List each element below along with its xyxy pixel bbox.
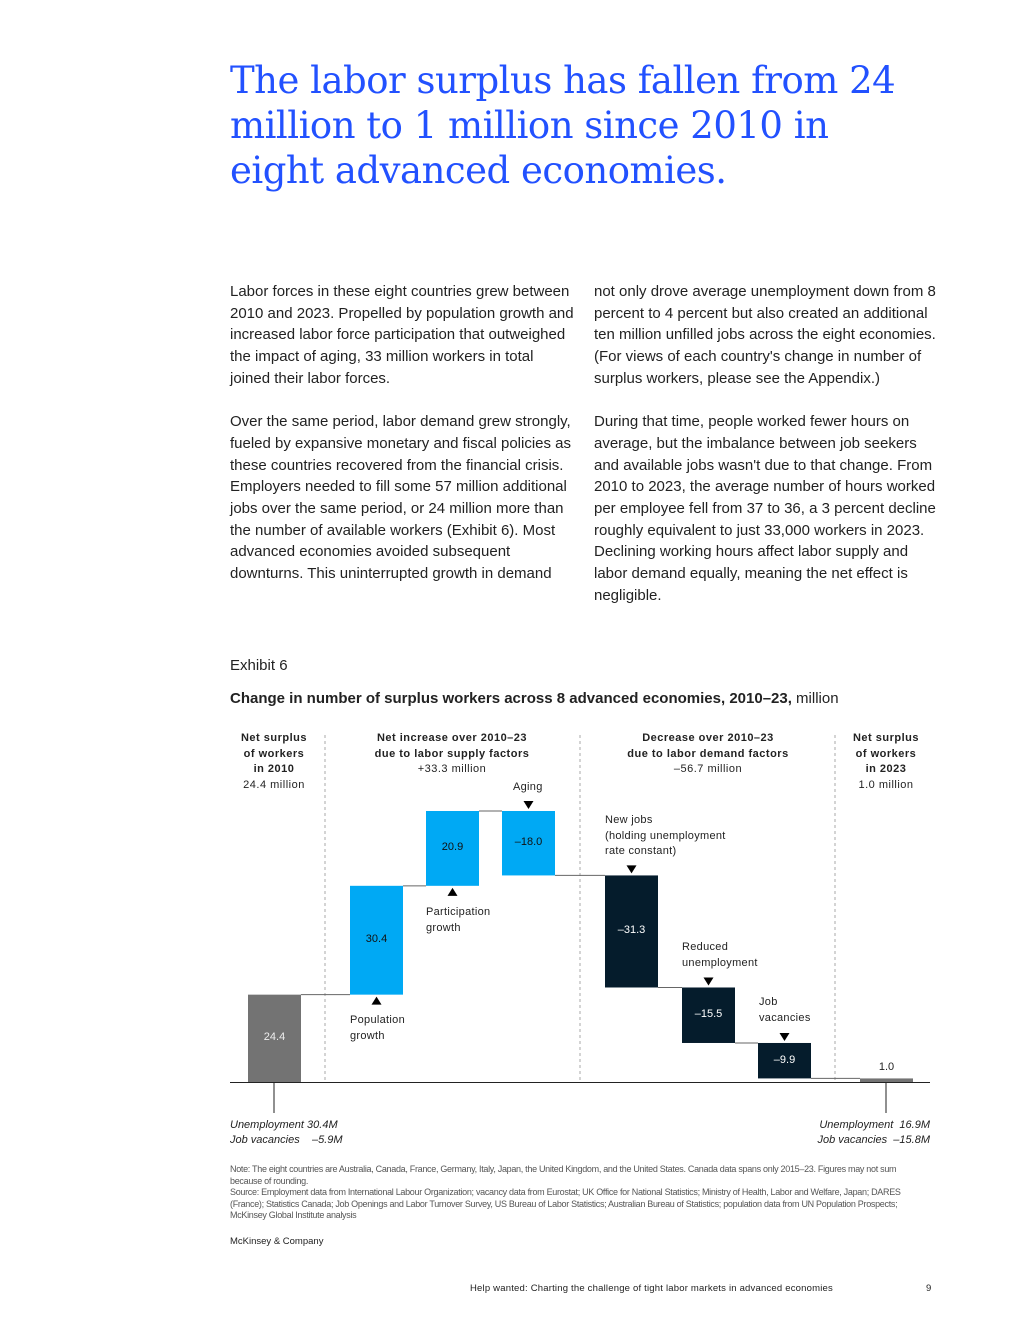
bar-0 — [248, 994, 301, 1082]
header-value: –56.7 million — [673, 763, 743, 775]
header-supply: Net increase over 2010–23 due to labor s… — [332, 731, 572, 778]
footer-title: Help wanted: Charting the challenge of t… — [470, 1283, 833, 1294]
header-line: Net surplus — [852, 732, 919, 744]
header-line: of workers — [855, 747, 917, 760]
header-line: in 2023 — [865, 763, 907, 775]
brand-logo-text: McKinsey & Company — [230, 1236, 324, 1247]
chart-notes: Note: The eight countries are Australia,… — [230, 1164, 920, 1222]
bar-value-label: 30.4 — [365, 933, 388, 946]
bar-3 — [502, 810, 555, 876]
header-demand: Decrease over 2010–23 due to labor deman… — [588, 731, 828, 778]
annotation-aging: Aging — [513, 781, 543, 793]
annotation-population: Population growth — [350, 1014, 405, 1042]
header-value: 1.0 million — [858, 778, 914, 791]
header-line: Decrease over 2010–23 — [642, 732, 774, 744]
chart-title-main: Change in number of surplus workers acro… — [230, 690, 792, 707]
arrow-down-icon — [703, 977, 714, 986]
header-line: in 2010 — [253, 763, 295, 775]
paragraph: During that time, people worked fewer ho… — [594, 413, 936, 604]
chart-title: Change in number of surplus workers acro… — [230, 690, 839, 707]
bar-value-label: –9.9 — [773, 1053, 796, 1066]
header-line: Net surplus — [240, 732, 307, 744]
header-line: of workers — [243, 747, 305, 760]
annotation-reduced-unemployment: Reduced unemployment — [682, 941, 758, 969]
body-column-left: Labor forces in these eight countries gr… — [230, 281, 575, 607]
source-text: Source: Employment data from Internation… — [230, 1187, 901, 1220]
annotation-job-vacancies: Job vacancies — [759, 996, 811, 1024]
bar-4 — [605, 875, 658, 988]
bar-value-label: 20.9 — [441, 841, 464, 854]
annotation-new-jobs: New jobs (holding unemployment rate consta… — [605, 814, 726, 857]
bar-2 — [426, 810, 479, 886]
header-line: due to labor demand factors — [627, 747, 789, 760]
bar-value-label: –15.5 — [694, 1008, 723, 1021]
paragraph: not only drove average unemployment down… — [594, 283, 936, 387]
chart-title-unit: million — [791, 690, 839, 707]
bar-6 — [758, 1042, 811, 1079]
bar-value-label: 1.0 — [878, 1061, 895, 1074]
header-line: due to labor supply factors — [374, 747, 530, 760]
bar-7 — [860, 1078, 913, 1082]
arrow-down-icon — [523, 800, 534, 809]
arrow-up-icon — [447, 887, 458, 896]
header-2010: Net surplus of workers in 2010 24.4 mill… — [224, 731, 324, 793]
header-value: 24.4 million — [243, 778, 305, 791]
arrow-down-icon — [626, 865, 637, 874]
exhibit-label: Exhibit 6 — [230, 657, 288, 674]
paragraph: Labor forces in these eight countries gr… — [230, 283, 574, 387]
paragraph: Over the same period, labor demand grew … — [230, 413, 572, 583]
bar-value-label: –18.0 — [514, 836, 543, 849]
arrow-up-icon — [371, 996, 382, 1005]
header-2023: Net surplus of workers in 2023 1.0 milli… — [836, 731, 936, 793]
bar-value-label: 24.4 — [263, 1031, 286, 1044]
bar-value-label: –31.3 — [617, 924, 646, 937]
page-number: 9 — [926, 1283, 932, 1294]
arrow-down-icon — [779, 1032, 790, 1041]
annotation-participation: Participation growth — [426, 906, 491, 934]
right-footnote: Unemployment 16.9M Job vacancies –15.8M — [817, 1119, 930, 1146]
note-text: Note: The eight countries are Australia,… — [230, 1164, 897, 1186]
bar-5 — [682, 987, 735, 1043]
body-column-right: not only drove average unemployment down… — [594, 281, 939, 628]
page-title: The labor surplus has fallen from 24 mil… — [230, 59, 896, 192]
header-line: Net increase over 2010–23 — [376, 732, 528, 744]
bar-1 — [350, 885, 403, 995]
left-footnote: Unemployment 30.4M Job vacancies –5.9M — [230, 1119, 343, 1146]
header-value: +33.3 million — [417, 763, 487, 775]
